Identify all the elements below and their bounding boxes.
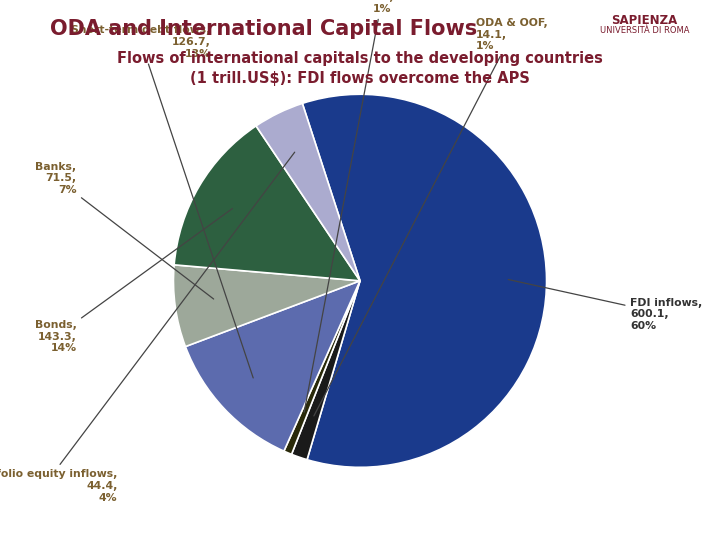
Text: ODA and International Capital Flows: ODA and International Capital Flows [50, 19, 477, 39]
Text: UNIVERSITÀ DI ROMA: UNIVERSITÀ DI ROMA [600, 26, 689, 35]
Text: Other private,
7.1,
1%: Other private, 7.1, 1% [304, 0, 426, 412]
Wedge shape [256, 103, 360, 281]
Wedge shape [174, 126, 360, 281]
Text: Pasca di Magliano: Pasca di Magliano [130, 514, 230, 524]
Wedge shape [292, 281, 360, 460]
Text: Bonds,
143.3,
14%: Bonds, 143.3, 14% [35, 208, 233, 353]
Text: ODA & OOF,
14.1,
1%: ODA & OOF, 14.1, 1% [314, 18, 547, 416]
Wedge shape [186, 281, 360, 451]
Text: Banks,
71.5,
7%: Banks, 71.5, 7% [35, 161, 214, 299]
Wedge shape [284, 281, 360, 454]
Text: FDI inflows,
600.1,
60%: FDI inflows, 600.1, 60% [508, 280, 703, 331]
Wedge shape [174, 265, 360, 347]
Text: Portfolio equity inflows,
44.4,
4%: Portfolio equity inflows, 44.4, 4% [0, 152, 294, 503]
Text: (1 trill.US$): FDI flows overcome the APS: (1 trill.US$): FDI flows overcome the AP… [190, 71, 530, 86]
Text: Flows of international capitals to the developing countries: Flows of international capitals to the d… [117, 51, 603, 66]
Text: Short-term debt flows,
126.7,
13%: Short-term debt flows, 126.7, 13% [71, 25, 253, 378]
Wedge shape [302, 94, 546, 467]
Text: SAPIENZA: SAPIENZA [611, 14, 678, 26]
